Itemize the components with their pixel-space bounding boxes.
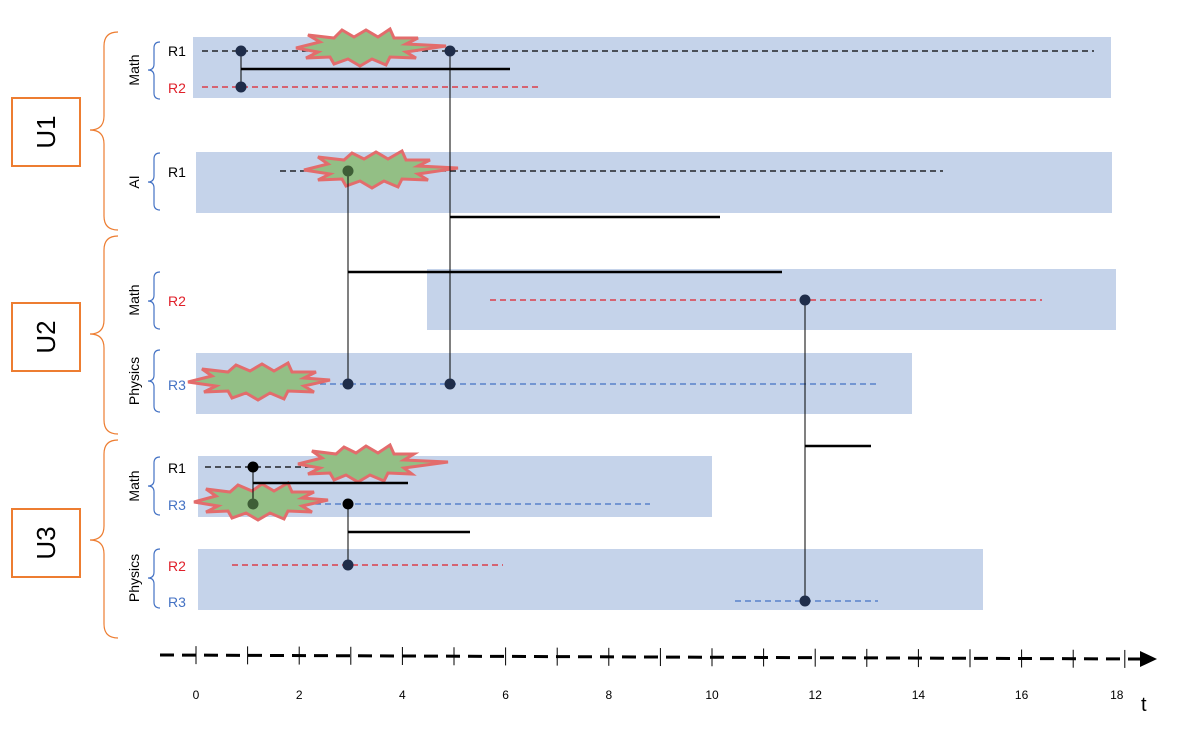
subject-label-u2-math: Math bbox=[126, 284, 142, 315]
subject-brace-u1-ai bbox=[147, 152, 161, 211]
time-axis: 0 2 4 6 8 10 12 14 16 18 t bbox=[159, 646, 1157, 716]
subject-brace-u2-math bbox=[147, 271, 161, 330]
burst-u3-math-r3 bbox=[193, 480, 329, 522]
unit-brace-u2 bbox=[89, 235, 119, 435]
burst-u3-math-r1 bbox=[297, 442, 449, 484]
unit-box-u1 bbox=[11, 97, 81, 167]
subject-brace-u2-physics bbox=[147, 349, 161, 413]
dot bbox=[342, 498, 354, 510]
dot bbox=[444, 45, 456, 57]
axis-tick-label: 12 bbox=[809, 688, 823, 702]
row-label-u2-physics-r3: R3 bbox=[168, 377, 186, 393]
row-label-u3-math-r1: R1 bbox=[168, 460, 186, 476]
dot bbox=[235, 45, 247, 57]
row-label-u1-math-r1: R1 bbox=[168, 43, 186, 59]
subject-brace-u3-math bbox=[147, 456, 161, 516]
row-label-u2-math-r2: R2 bbox=[168, 293, 186, 309]
axis-tick-label: 10 bbox=[705, 688, 719, 702]
row-label-u3-physics-r2: R2 bbox=[168, 558, 186, 574]
unit-brace-u3 bbox=[89, 439, 119, 639]
subject-label-u1-math: Math bbox=[126, 54, 142, 85]
subject-brace-u3-physics bbox=[147, 548, 161, 609]
dot bbox=[247, 461, 259, 473]
axis-arrow-icon bbox=[1140, 651, 1157, 667]
dot bbox=[799, 595, 811, 607]
axis-tick-label: 6 bbox=[502, 688, 509, 702]
row-label-u1-math-r2: R2 bbox=[168, 80, 186, 96]
dot bbox=[235, 81, 247, 93]
axis-tick-label: 8 bbox=[605, 688, 612, 702]
unit-label-u1: U1 bbox=[31, 115, 61, 148]
row-label-u3-physics-r3: R3 bbox=[168, 594, 186, 610]
unit-box-u3 bbox=[11, 508, 81, 578]
dot bbox=[342, 378, 354, 390]
axis-line bbox=[159, 653, 1141, 661]
dot bbox=[247, 498, 259, 510]
unit-label-u3: U3 bbox=[31, 526, 61, 559]
subject-brace-u1-math bbox=[147, 41, 161, 100]
burst-u1-ai bbox=[303, 148, 459, 190]
burst-u2-physics bbox=[187, 360, 331, 402]
axis-label: t bbox=[1141, 694, 1147, 716]
unit-box-u2 bbox=[11, 302, 81, 372]
burst-u1-math bbox=[295, 26, 447, 68]
axis-tick-label: 18 bbox=[1110, 688, 1124, 702]
dot bbox=[342, 559, 354, 571]
axis-tick-label: 4 bbox=[399, 688, 406, 702]
axis-tick-label: 2 bbox=[296, 688, 303, 702]
subject-label-u3-physics: Physics bbox=[126, 554, 142, 602]
subject-label-u3-math: Math bbox=[126, 470, 142, 501]
subject-label-u2-physics: Physics bbox=[126, 357, 142, 405]
axis-tick-label: 14 bbox=[912, 688, 926, 702]
axis-tick-label: 16 bbox=[1015, 688, 1029, 702]
row-label-u3-math-r3: R3 bbox=[168, 497, 186, 513]
dot bbox=[799, 294, 811, 306]
unit-brace-u1 bbox=[89, 31, 119, 231]
unit-label-u2: U2 bbox=[31, 320, 61, 353]
axis-tick-label: 0 bbox=[193, 688, 200, 702]
dot bbox=[342, 165, 354, 177]
dot bbox=[444, 378, 456, 390]
row-label-u1-ai-r1: R1 bbox=[168, 164, 186, 180]
subject-label-u1-ai: AI bbox=[126, 175, 142, 188]
band-u3-physics bbox=[198, 549, 983, 610]
